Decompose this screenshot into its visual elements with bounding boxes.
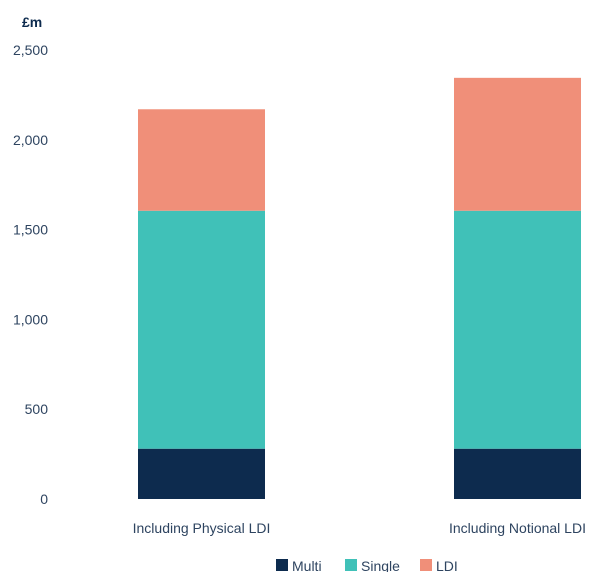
y-tick-label: 0 [40,491,48,507]
x-category-label: Including Physical LDI [133,520,271,536]
y-tick-label: 2,500 [13,42,48,58]
y-tick-label: 500 [25,401,49,417]
y-axis-ticks: 0 500 1,000 1,500 2,000 2,500 [13,42,48,507]
legend-label-multi: Multi [292,558,322,572]
legend-swatch-multi [276,559,288,571]
y-axis-unit-label: £m [22,14,42,30]
bar-single-2 [454,210,581,449]
legend: Multi Single LDI [276,558,458,572]
x-axis-labels: Including Physical LDI Including Notional… [133,520,586,536]
x-category-label: Including Notional LDI [449,520,586,536]
legend-swatch-ldi [420,559,432,571]
legend-label-single: Single [361,558,400,572]
bar-multi-1 [138,448,265,499]
y-tick-label: 2,000 [13,132,48,148]
legend-label-ldi: LDI [436,558,458,572]
bar-multi-2 [454,448,581,499]
y-tick-label: 1,000 [13,311,48,327]
y-tick-label: 1,500 [13,222,48,238]
bars-group [138,77,581,499]
bar-ldi-2 [454,77,581,211]
bar-single-1 [138,210,265,449]
legend-swatch-single [345,559,357,571]
bar-ldi-1 [138,109,265,211]
